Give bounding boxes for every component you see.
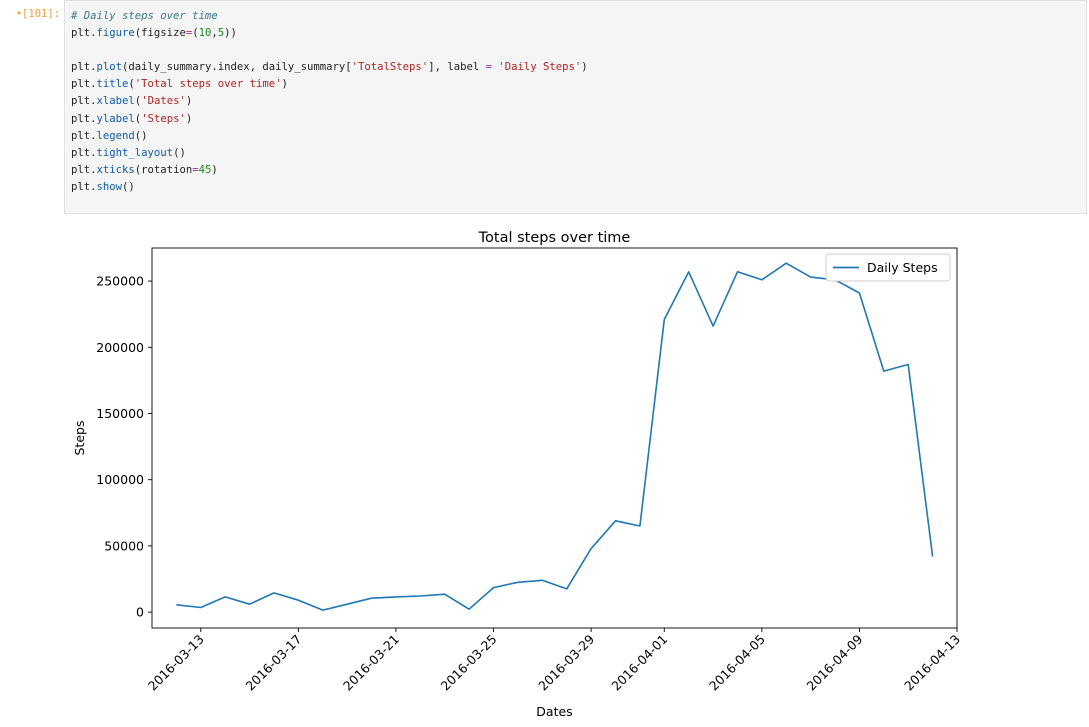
series-line-daily-steps xyxy=(176,262,934,611)
code-token: show xyxy=(96,180,123,193)
code-token: plt. xyxy=(71,95,97,108)
code-token: ( xyxy=(134,112,142,125)
code-line: plt.legend() xyxy=(71,128,588,145)
code-token: 10 xyxy=(198,27,212,40)
code-token: ) xyxy=(185,112,193,125)
code-token: (rotation xyxy=(134,163,193,176)
code-token: ], label xyxy=(428,61,486,74)
code-line xyxy=(71,42,588,59)
code-token: ylabel xyxy=(96,112,135,125)
code-token: plt. xyxy=(71,146,97,159)
code-token: plt. xyxy=(71,129,97,142)
code-line: plt.plot(daily_summary.index, daily_summ… xyxy=(71,59,588,76)
code-token: () xyxy=(122,180,135,193)
code-line: plt.tight_layout() xyxy=(71,145,588,162)
code-token: figure xyxy=(96,27,135,40)
code-token: = xyxy=(185,27,193,40)
x-tick-label: 2016-03-17 xyxy=(243,632,305,694)
code-token: xticks xyxy=(96,163,135,176)
x-tick-label: 2016-03-21 xyxy=(340,632,402,694)
code-token: plt. xyxy=(71,78,97,91)
code-token: ) xyxy=(281,78,288,91)
legend-box xyxy=(825,253,951,282)
code-token: )) xyxy=(224,27,237,40)
code-line: plt.show() xyxy=(71,179,588,196)
code-token: xlabel xyxy=(96,95,135,108)
chart-legend: Daily Steps xyxy=(825,253,951,282)
code-token: (figsize xyxy=(134,27,186,40)
code-token: ) xyxy=(211,163,218,176)
y-tick-label: 250000 xyxy=(96,274,144,289)
line-chart: Total steps over time 0 50000 100000 150000 2… xyxy=(72,230,963,719)
code-token: 'Total steps over time' xyxy=(134,78,282,91)
code-token: , xyxy=(211,27,218,40)
x-axis-label: Dates xyxy=(536,704,572,719)
code-token: 'Steps' xyxy=(141,112,186,125)
y-tick-label: 200000 xyxy=(96,340,144,355)
code-token: ( xyxy=(128,78,135,91)
code-token: (daily_summary.index, daily_summary[ xyxy=(122,61,352,74)
y-axis-label: Steps xyxy=(72,421,87,456)
chart-title: Total steps over time xyxy=(478,230,631,246)
code-token: # Daily steps over time xyxy=(71,10,218,22)
code-line: plt.ylabel('Steps') xyxy=(71,111,588,128)
x-tick-label: 2016-03-13 xyxy=(145,632,207,694)
code-token: ) xyxy=(581,61,588,74)
code-token: plt. xyxy=(71,61,97,74)
code-block[interactable]: # Daily steps over time plt.figure(figsiz… xyxy=(71,8,588,196)
y-tick-label: 100000 xyxy=(96,472,144,487)
cell-execution-prompt: •[101]: xyxy=(15,8,60,20)
x-tick-label: 2016-03-29 xyxy=(535,631,597,693)
code-token: title xyxy=(96,78,129,91)
legend-label: Daily Steps xyxy=(867,260,938,275)
y-tick-label: 0 xyxy=(136,605,144,620)
code-token: plt. xyxy=(71,27,97,40)
x-tick-label: 2016-04-13 xyxy=(901,632,963,694)
x-tick-label: 2016-04-09 xyxy=(804,631,866,693)
y-tick-label: 50000 xyxy=(104,538,144,553)
code-token: plt. xyxy=(71,112,97,125)
code-token: 'Daily Steps' xyxy=(498,61,582,74)
code-token: 'Dates' xyxy=(141,95,186,108)
code-token: 'TotalSteps' xyxy=(351,61,429,74)
x-tick-label: 2016-03-25 xyxy=(438,632,500,694)
plot-area-frame xyxy=(151,247,958,629)
code-line: plt.xticks(rotation=45) xyxy=(71,162,588,179)
code-cell-editor[interactable]: # Daily steps over time plt.figure(figsiz… xyxy=(64,0,1087,214)
code-token: plt. xyxy=(71,163,97,176)
code-token: = xyxy=(192,163,199,176)
code-line: # Daily steps over time xyxy=(71,8,588,25)
x-tick-label: 2016-04-01 xyxy=(608,632,670,694)
x-tick-label: 2016-04-05 xyxy=(706,632,768,694)
code-token: ( xyxy=(134,95,142,108)
y-tick-label: 150000 xyxy=(96,406,144,421)
code-token: ) xyxy=(185,95,193,108)
code-token: () xyxy=(173,146,186,159)
code-token: () xyxy=(134,129,148,142)
code-line: plt.title('Total steps over time') xyxy=(71,76,588,93)
code-token: tight_layout xyxy=(96,146,174,159)
code-token: = xyxy=(485,61,492,74)
cell-output: Total steps over time 0 50000 100000 150000 2… xyxy=(64,222,984,727)
code-token: plot xyxy=(96,61,123,74)
code-token: ( xyxy=(192,27,199,40)
code-line: plt.xlabel('Dates') xyxy=(71,93,588,110)
code-token: plt. xyxy=(71,180,97,193)
code-line: plt.figure(figsize=(10,5)) xyxy=(71,25,588,42)
code-token: legend xyxy=(96,129,135,142)
code-token: 5 xyxy=(217,27,225,40)
code-token: 45 xyxy=(198,163,212,176)
